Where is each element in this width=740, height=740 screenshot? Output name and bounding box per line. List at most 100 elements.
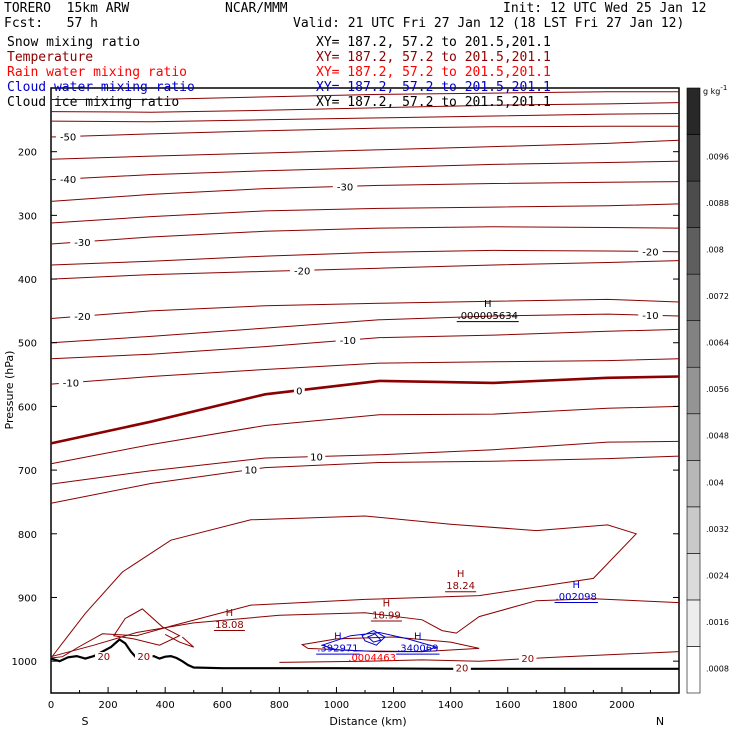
y-axis-label: Pressure (hPa) <box>3 351 16 430</box>
isotherm-label: -50 <box>60 132 76 143</box>
cloud-ice-max-marker: H <box>484 299 492 310</box>
cloud-water-max-value: .002098 <box>556 592 597 603</box>
cloud-water-max-marker: H <box>572 580 580 591</box>
isotherm-line <box>50 102 680 113</box>
warm-contour-label: 20 <box>456 664 469 675</box>
colorbar-unit: g kg-1 <box>703 84 727 96</box>
colorbar-unit-base: g kg <box>703 87 720 96</box>
colorbar-label: .0088 <box>706 199 729 208</box>
colorbar-segment <box>686 413 701 461</box>
isotherm-label-bg <box>242 465 260 477</box>
center-title: NCAR/MMM <box>225 1 288 16</box>
x-tick-label: 1200 <box>381 700 406 711</box>
x-tick-label: 800 <box>270 700 289 711</box>
field-name-cloud-ice: Cloud ice mixing ratio <box>7 95 180 110</box>
temperature-max-marker: H <box>457 569 465 580</box>
forecast-hour: Fcst: 57 h <box>4 16 98 31</box>
x-tick-label: 0 <box>48 700 54 711</box>
field-name-snow: Snow mixing ratio <box>7 35 141 50</box>
isotherm-line <box>50 298 680 319</box>
x-tick-label: 1800 <box>552 700 577 711</box>
isotherm-label: -30 <box>337 182 353 193</box>
cloud-water-max-marker: H <box>334 632 342 643</box>
colorbar-segment <box>686 320 701 368</box>
isotherm-line <box>50 203 680 224</box>
isotherm-line <box>50 125 679 138</box>
isotherm-label: 0 <box>296 386 302 397</box>
cloud-water-contour <box>361 630 386 646</box>
isotherm-line <box>50 226 680 245</box>
colorbar-segment <box>686 134 701 182</box>
y-tick-label: 200 <box>18 148 37 159</box>
warm-contour-line <box>164 633 195 648</box>
isotherm-label-bg <box>307 452 326 464</box>
colorbar-segment <box>686 180 701 228</box>
colorbar-label: .0032 <box>706 525 729 534</box>
y-tick-label: 600 <box>18 402 37 413</box>
colorbar-label: .0064 <box>706 339 729 348</box>
isotherm-label: -20 <box>74 312 90 323</box>
colorbar-label: .0072 <box>706 292 729 301</box>
init-time: Init: 12 UTC Wed 25 Jan 12 <box>503 1 707 16</box>
cloud-water-max-value: .392971 <box>317 644 358 655</box>
temperature-max-value: 18.08 <box>215 620 244 631</box>
x-axis-left-end: S <box>82 715 89 728</box>
temperature-max-marker: H <box>226 608 234 619</box>
warm-contour-label: 20 <box>137 652 150 663</box>
warm-contour-line <box>50 598 680 658</box>
isotherm-layer <box>50 91 680 504</box>
warm-contour-line <box>279 651 680 663</box>
temperature-max-marker: H <box>383 598 391 609</box>
x-tick-label: 1000 <box>324 700 349 711</box>
colorbar-label: .008 <box>706 246 724 255</box>
isotherm-label-bg <box>55 132 81 144</box>
colorbar: .0008 .0016 .0024 .0032 .004 .0048 .0056 .0064.… <box>686 87 729 694</box>
warm-contour-line <box>300 636 480 653</box>
x-tick-label: 600 <box>213 700 232 711</box>
colorbar-segment <box>686 553 701 601</box>
colorbar-label: .0008 <box>706 664 729 673</box>
cloud-water-contour <box>320 631 439 653</box>
rain-water-max-value: .0004463 <box>348 653 396 664</box>
isotherm-line <box>50 139 680 160</box>
isotherm-label: 10 <box>244 466 257 477</box>
warm-contour-label: 20 <box>521 654 534 665</box>
field-name-cloud-water: Cloud water mixing ratio <box>7 80 195 95</box>
x-tick-label: 400 <box>156 700 175 711</box>
colorbar-segment <box>686 87 701 135</box>
y-tick-label: 900 <box>18 593 37 604</box>
field-xy-temperature: XY= 187.2, 57.2 to 201.5,201.1 <box>316 50 551 65</box>
field-xy-cloud-water: XY= 187.2, 57.2 to 201.5,201.1 <box>316 80 551 95</box>
isotherm-label-bg <box>58 378 84 390</box>
y-tick-label: 400 <box>18 275 37 286</box>
colorbar-segment <box>686 273 701 321</box>
isotherm-label: -10 <box>642 311 658 322</box>
isotherm-label: -30 <box>74 238 90 249</box>
cloud-water-layer <box>320 630 439 653</box>
colorbar-label: .0048 <box>706 432 729 441</box>
isotherm-label: -20 <box>294 266 310 277</box>
x-axis-label: Distance (km) <box>329 715 406 728</box>
warm-contour-line <box>112 608 181 646</box>
isotherm-label: -10 <box>340 336 356 347</box>
isotherm-line <box>51 91 679 100</box>
colorbar-label: .0096 <box>706 152 729 161</box>
isotherm-line <box>50 440 680 485</box>
colorbar-label: .0016 <box>706 618 729 627</box>
colorbar-segment <box>686 646 701 694</box>
cloud-ice-max-value: .000005634 <box>458 311 518 322</box>
field-xy-rain: XY= 187.2, 57.2 to 201.5,201.1 <box>316 65 551 80</box>
isotherm-label-bg <box>290 266 315 278</box>
isotherm-line <box>50 260 680 280</box>
y-tick-label: 800 <box>18 530 37 541</box>
isotherm-label: -40 <box>60 175 76 186</box>
cloud-water-max-value: .340069 <box>397 644 438 655</box>
field-xy-cloud-ice: XY= 187.2, 57.2 to 201.5,201.1 <box>316 95 551 110</box>
isotherm-label: 10 <box>310 453 323 464</box>
field-name-temperature: Temperature <box>7 50 94 65</box>
valid-time: Valid: 21 UTC Fri 27 Jan 12 (18 LST Fri … <box>293 16 685 31</box>
isotherm-line <box>50 113 680 123</box>
isotherm-line <box>50 328 680 360</box>
isotherm-label-bg <box>55 174 81 186</box>
